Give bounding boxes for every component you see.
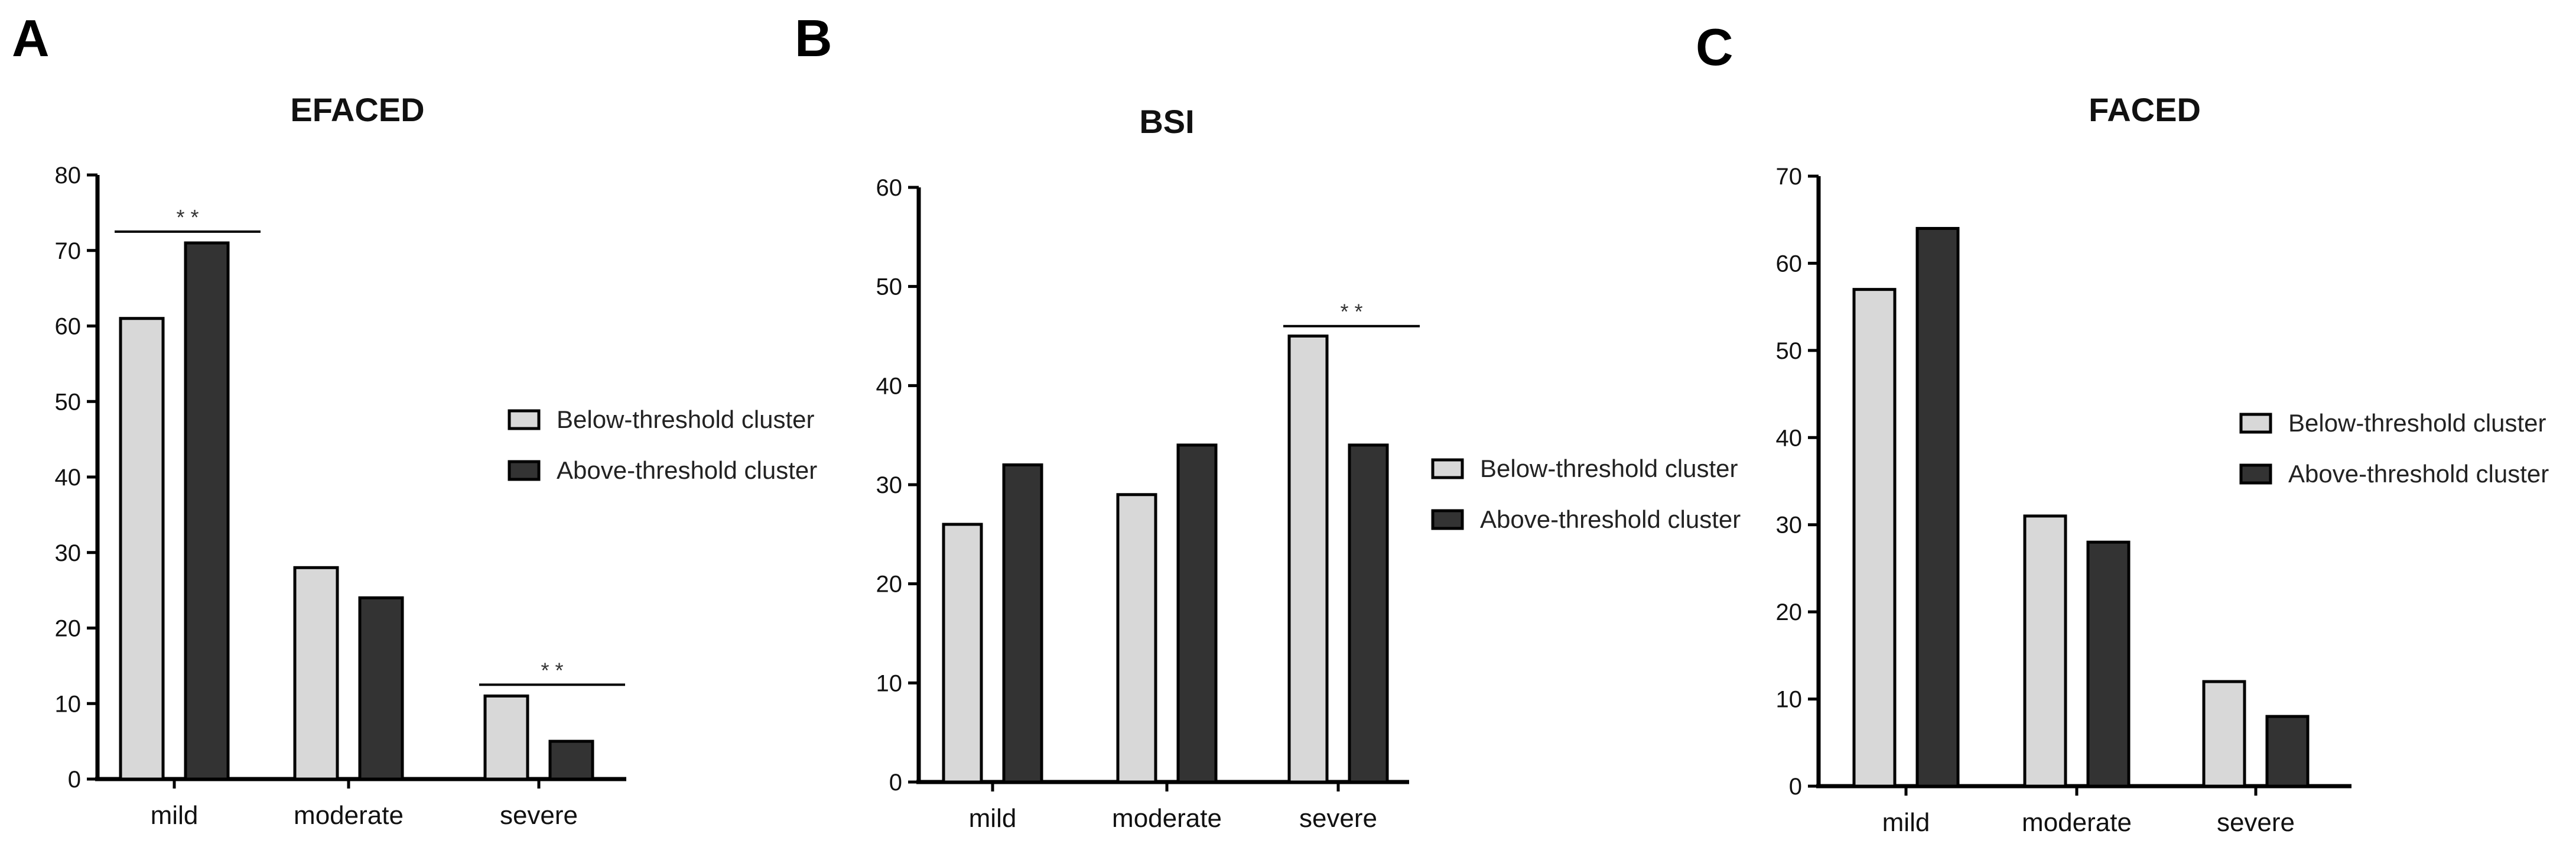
legend-label: Above-threshold cluster bbox=[2288, 460, 2549, 488]
y-tick-label: 30 bbox=[876, 472, 903, 498]
y-tick-label: 30 bbox=[1776, 512, 1803, 538]
y-tick-label: 20 bbox=[876, 572, 903, 598]
y-tick-label: 50 bbox=[876, 274, 903, 300]
bar-below-moderate bbox=[1116, 493, 1157, 784]
bar-above-severe bbox=[2265, 715, 2310, 788]
bar-below-severe bbox=[2202, 680, 2246, 788]
legend-label: Below-threshold cluster bbox=[2288, 409, 2546, 437]
bar-below-moderate bbox=[293, 566, 339, 781]
y-tick-label: 10 bbox=[55, 691, 82, 717]
category-label: mild bbox=[1882, 808, 1930, 837]
chart-title: FACED bbox=[2089, 91, 2201, 128]
y-tick-label: 50 bbox=[1776, 338, 1803, 364]
bar-above-severe bbox=[548, 739, 594, 781]
chart-panel-a: A EFACED 0 10 20 30 40 50 60 70 80 mild moderate seve… bbox=[12, 9, 817, 830]
legend-swatch-above bbox=[2239, 463, 2272, 485]
bar-above-mild bbox=[184, 241, 230, 781]
legend-label: Below-threshold cluster bbox=[557, 405, 815, 433]
bar-below-moderate bbox=[2023, 514, 2067, 788]
legend-swatch-below bbox=[2239, 413, 2272, 434]
category-label: moderate bbox=[294, 801, 404, 830]
chart-title: EFACED bbox=[290, 91, 424, 128]
panel-letter: A bbox=[12, 9, 50, 67]
y-tick-label: 20 bbox=[55, 616, 82, 642]
legend-label: Below-threshold cluster bbox=[1480, 455, 1738, 482]
bar-above-mild bbox=[1915, 226, 1960, 788]
y-tick-label: 10 bbox=[876, 670, 903, 696]
y-tick-label: 60 bbox=[1776, 251, 1803, 277]
legend-label: Above-threshold cluster bbox=[557, 456, 817, 484]
bar-above-moderate bbox=[2086, 540, 2131, 788]
bar-above-moderate bbox=[1176, 443, 1218, 784]
legend: Below-threshold cluster Above-threshold c… bbox=[1431, 455, 1741, 533]
legend-swatch-above bbox=[508, 460, 541, 481]
legend: Below-threshold cluster Above-threshold c… bbox=[2239, 409, 2549, 488]
chart-panel-b: B BSI 0 10 20 30 40 50 60 mild moderate severe * * Be… bbox=[795, 9, 1741, 833]
category-label: moderate bbox=[2022, 808, 2132, 837]
y-tick-label: 70 bbox=[55, 238, 82, 264]
y-tick-label: 60 bbox=[876, 175, 903, 201]
bar-above-moderate bbox=[358, 596, 404, 781]
legend-swatch-below bbox=[508, 409, 541, 430]
y-tick-label: 10 bbox=[1776, 687, 1803, 713]
bar-below-severe bbox=[1287, 335, 1329, 784]
y-tick-label: 60 bbox=[55, 314, 82, 340]
bar-above-severe bbox=[1348, 443, 1389, 784]
category-label: severe bbox=[500, 801, 578, 830]
y-tick-label: 0 bbox=[1789, 774, 1802, 800]
y-tick-label: 80 bbox=[55, 163, 82, 189]
chart-panel-c: C FACED 0 10 20 30 40 50 60 70 mild moderate severe B… bbox=[1696, 18, 2549, 837]
legend-label: Above-threshold cluster bbox=[1480, 505, 1741, 533]
chart-title: BSI bbox=[1139, 103, 1194, 140]
y-tick-label: 40 bbox=[55, 465, 82, 491]
significance-label: * * bbox=[1340, 300, 1362, 324]
significance-label: * * bbox=[541, 658, 563, 682]
legend-swatch-below bbox=[1431, 458, 1464, 479]
y-tick-label: 40 bbox=[1776, 425, 1803, 451]
significance-label: * * bbox=[176, 205, 199, 229]
bar-below-mild bbox=[1852, 288, 1897, 788]
y-tick-label: 0 bbox=[889, 770, 902, 796]
category-label: moderate bbox=[1112, 804, 1222, 833]
panel-letter: C bbox=[1696, 18, 1733, 76]
category-label: severe bbox=[2217, 808, 2295, 837]
y-tick-label: 50 bbox=[55, 389, 82, 415]
category-label: mild bbox=[969, 804, 1017, 833]
y-tick-label: 40 bbox=[876, 373, 903, 399]
legend-swatch-above bbox=[1431, 509, 1464, 530]
y-tick-label: 70 bbox=[1776, 164, 1803, 190]
panel-letter: B bbox=[795, 9, 832, 67]
category-label: mild bbox=[151, 801, 199, 830]
y-tick-label: 0 bbox=[68, 767, 81, 793]
bar-below-mild bbox=[942, 523, 983, 784]
bar-below-severe bbox=[483, 694, 529, 781]
bar-below-mild bbox=[119, 317, 165, 781]
bar-above-mild bbox=[1002, 463, 1043, 784]
legend: Below-threshold cluster Above-threshold c… bbox=[508, 405, 817, 484]
y-tick-label: 30 bbox=[55, 540, 82, 566]
y-tick-label: 20 bbox=[1776, 599, 1803, 625]
category-label: severe bbox=[1299, 804, 1377, 833]
